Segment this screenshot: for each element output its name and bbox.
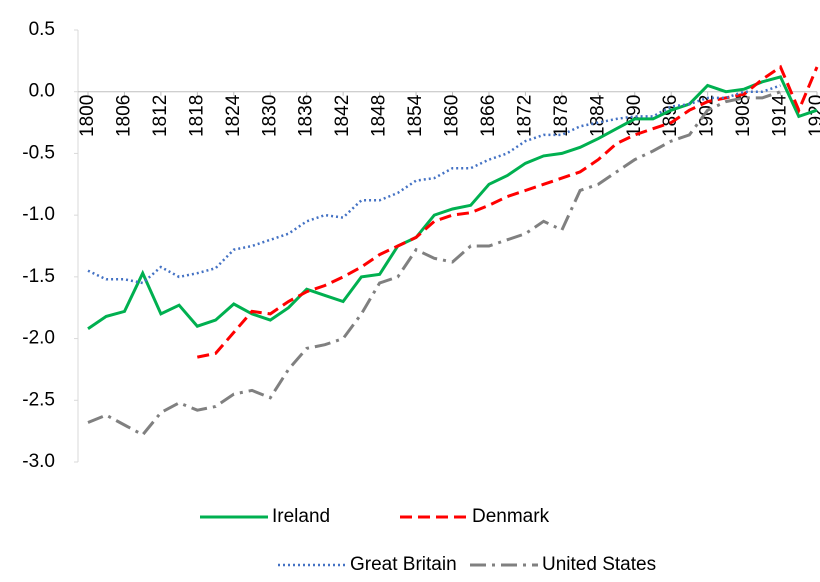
y-tick-label: -2.5	[22, 389, 55, 410]
x-tick-label: 1806	[113, 95, 134, 137]
x-tick-label: 1818	[186, 95, 207, 137]
legend-label: United States	[542, 554, 656, 575]
y-tick-label: 0.0	[29, 81, 55, 102]
y-tick-label: -0.5	[22, 142, 55, 163]
series-line	[197, 64, 819, 359]
x-tick-label: 1884	[587, 94, 608, 137]
y-tick-label: -1.5	[22, 266, 55, 287]
x-tick-label: 1872	[514, 95, 535, 137]
y-tick-label: -1.0	[22, 204, 55, 225]
x-tick-label: 1848	[369, 95, 390, 137]
x-tick-label: 1800	[77, 95, 98, 137]
series-line	[87, 90, 781, 437]
x-tick-label: 1836	[296, 95, 317, 137]
x-tick-label: 1854	[405, 94, 426, 137]
x-tick-label: 1878	[551, 95, 572, 137]
x-tick-label: 1866	[478, 95, 499, 137]
x-tick-label: 1890	[624, 95, 645, 137]
x-tick-label: 1824	[223, 94, 244, 137]
x-tick-label: 1896	[660, 95, 681, 137]
x-tick-label: 1914	[770, 94, 791, 137]
x-tick-label: 1908	[733, 95, 754, 137]
x-tick-label: 1830	[259, 95, 280, 137]
y-tick-label: -2.0	[22, 328, 55, 349]
x-tick-label: 1920	[806, 95, 820, 137]
x-tick-label: 1842	[332, 95, 353, 137]
legend-label: Ireland	[272, 506, 330, 527]
series-line	[87, 75, 818, 330]
x-tick-label: 1812	[150, 95, 171, 137]
x-tick-label: 1860	[442, 95, 463, 137]
legend-label: Denmark	[472, 506, 550, 527]
series-line	[87, 84, 781, 285]
y-tick-label: -3.0	[22, 451, 55, 472]
legend-label: Great Britain	[350, 554, 457, 575]
y-tick-label: 0.5	[29, 19, 55, 40]
